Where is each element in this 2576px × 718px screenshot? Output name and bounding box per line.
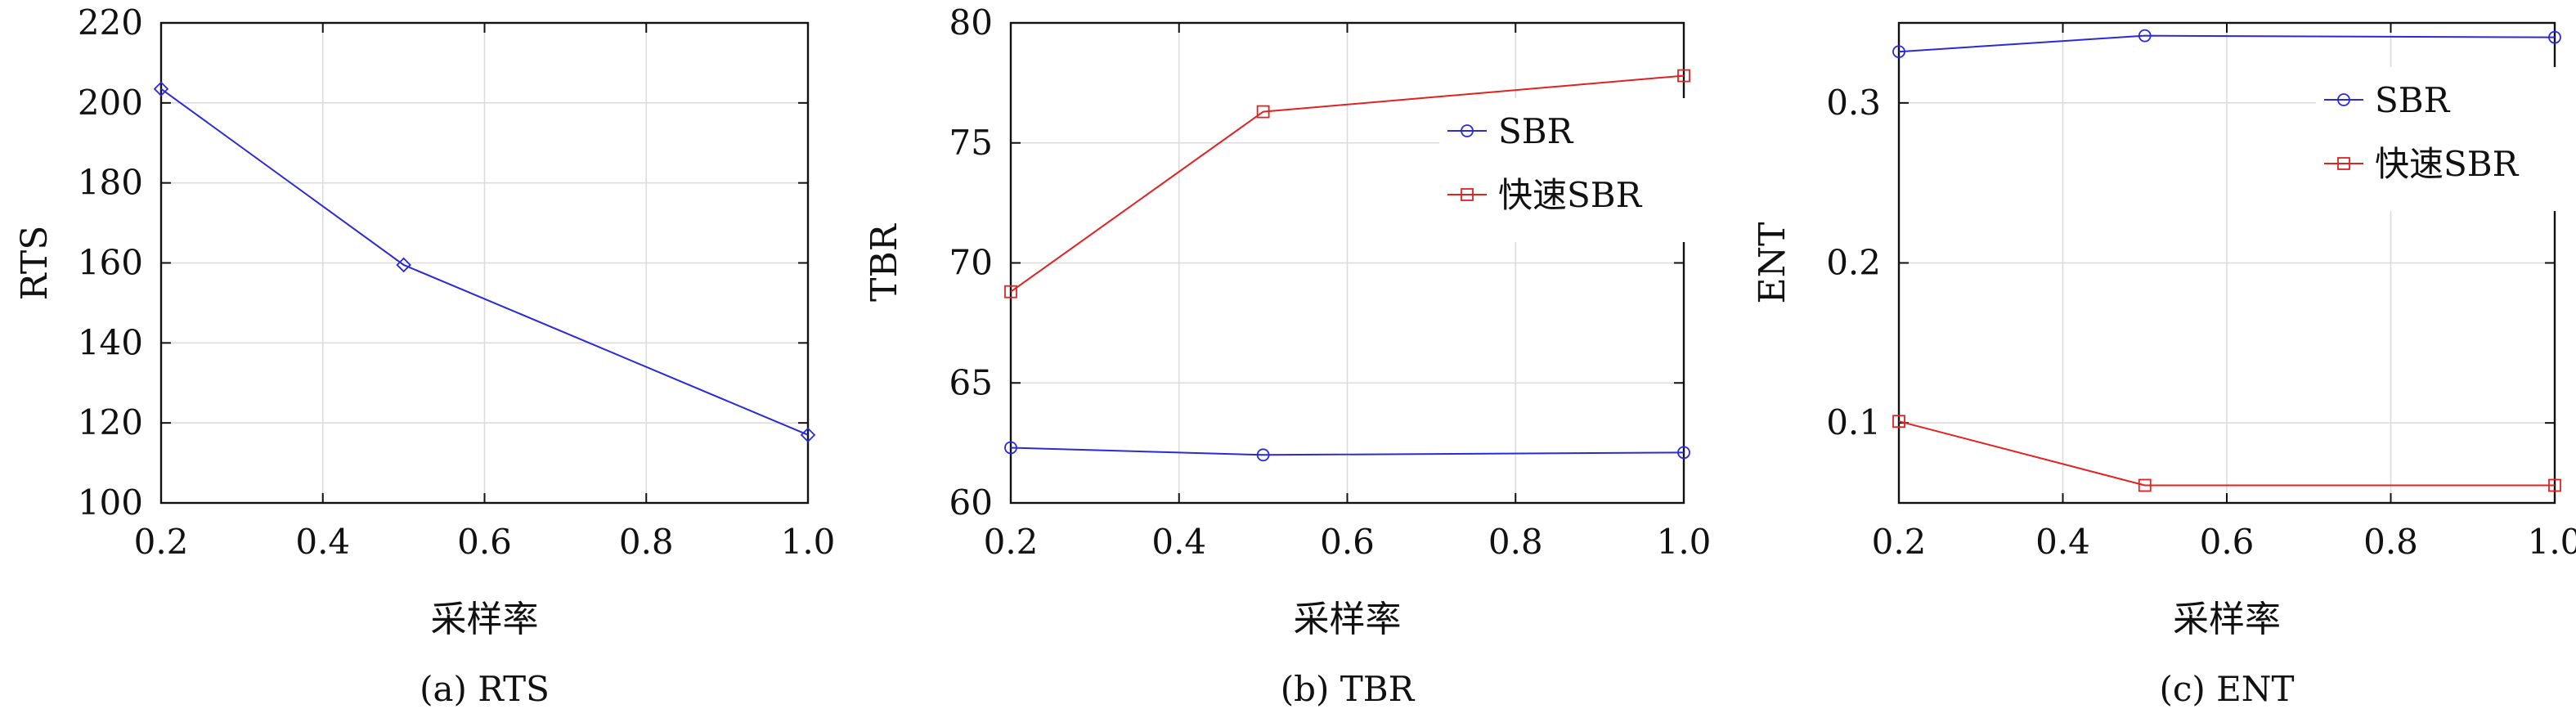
x-tick-label: 0.8: [2363, 522, 2418, 562]
y-tick-label: 75: [949, 123, 993, 163]
data-point: [2548, 478, 2561, 492]
legend-background: [2316, 67, 2561, 211]
x-tick-label: 0.6: [457, 522, 512, 562]
legend-label: 快速SBR: [2375, 144, 2520, 184]
chart-caption: (c) ENT: [2159, 669, 2294, 709]
legend-background: [1439, 98, 1693, 242]
data-point: [1256, 448, 1270, 462]
x-tick-label: 0.2: [134, 522, 189, 562]
legend-label: SBR: [2375, 80, 2451, 120]
x-axis-label: 采样率: [431, 599, 539, 640]
chart-panel-2: 0.2 0.4 0.6 0.8 1.0 60 65 70 75 80 采样率 TBR (b) TBR SB…: [864, 2, 1711, 709]
x-tick-label: 1.0: [2528, 522, 2576, 562]
legend-marker: [2337, 157, 2350, 170]
data-point: [1677, 446, 1690, 460]
y-tick-label: 180: [78, 163, 143, 203]
data-point: [1892, 45, 1905, 59]
x-axis-label: 采样率: [1294, 599, 1402, 640]
y-tick-label: 200: [78, 83, 143, 123]
x-tick-label: 0.4: [295, 522, 350, 562]
data-point: [1004, 285, 1017, 298]
data-point: [1677, 69, 1690, 83]
legend: SBR 快速SBR: [2316, 67, 2561, 211]
series-line-2: [1010, 74, 1685, 293]
data-point: [800, 427, 816, 443]
x-axis-label: 采样率: [2173, 599, 2281, 640]
data-point: [153, 81, 169, 96]
y-axis-label: RTS: [14, 226, 56, 301]
x-tick-label: 1.0: [781, 522, 836, 562]
legend-label: SBR: [1498, 111, 1574, 151]
series-line-2: [1898, 420, 2555, 487]
chart-panel-3: 0.2 0.4 0.6 0.8 1.0 0.1 0.2 0.3 采样率 ENT (c) ENT SBR…: [1752, 21, 2576, 709]
data-point: [2548, 30, 2561, 44]
x-tick-label: 0.2: [984, 522, 1039, 562]
x-tick-label: 0.4: [2035, 522, 2090, 562]
y-tick-label: 220: [78, 2, 143, 43]
x-tick-label: 0.6: [1320, 522, 1375, 562]
data-point: [396, 257, 411, 273]
series-line-1: [160, 88, 809, 436]
x-tick-label: 0.2: [1872, 522, 1927, 562]
x-tick-label: 0.6: [2200, 522, 2255, 562]
y-tick-label: 0.3: [1826, 83, 1881, 123]
x-tick-label: 1.0: [1657, 522, 1712, 562]
y-tick-label: 80: [949, 2, 993, 43]
y-tick-label: 160: [78, 243, 143, 283]
data-point: [1892, 415, 1905, 429]
legend-label: 快速SBR: [1498, 175, 1643, 215]
y-tick-label: 100: [78, 482, 143, 523]
y-tick-label: 60: [949, 482, 993, 523]
series-line-1: [1010, 447, 1685, 456]
x-tick-label: 0.8: [619, 522, 674, 562]
y-tick-label: 140: [78, 322, 143, 362]
legend-marker: [1461, 124, 1474, 137]
y-tick-label: 0.2: [1826, 243, 1881, 283]
chart-caption: (b) TBR: [1281, 669, 1416, 709]
y-tick-label: 120: [78, 402, 143, 442]
data-point: [2138, 29, 2152, 43]
x-tick-label: 0.8: [1488, 522, 1543, 562]
data-point: [1256, 105, 1270, 119]
legend: SBR 快速SBR: [1439, 98, 1693, 242]
chart-caption: (a) RTS: [420, 669, 550, 709]
data-point: [1004, 441, 1017, 455]
legend-marker: [2337, 93, 2350, 106]
y-axis-label: ENT: [1752, 222, 1793, 304]
y-tick-label: 0.1: [1826, 402, 1881, 442]
data-point: [2138, 478, 2152, 492]
series-line-1: [1898, 34, 2556, 53]
x-tick-label: 0.4: [1151, 522, 1206, 562]
legend-marker: [1461, 188, 1474, 201]
y-axis-label: TBR: [864, 222, 905, 302]
y-tick-label: 65: [949, 362, 993, 402]
chart-panel-1: 0.2 0.4 0.6 0.8 1.0 100 120 140 160 180 200 220 采样率 R…: [14, 2, 835, 709]
y-tick-label: 70: [949, 243, 993, 283]
